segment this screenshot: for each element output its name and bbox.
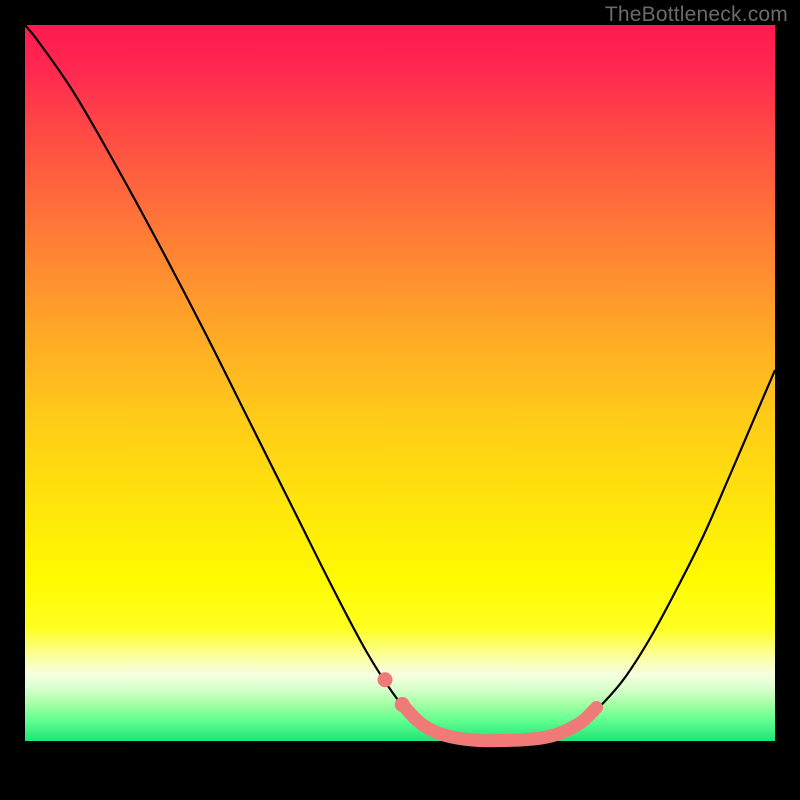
frame-bottom [0,775,800,800]
watermark-text: TheBottleneck.com [605,3,788,27]
frame-left [0,0,25,800]
highlight-dot [395,697,410,712]
highlight-dot [378,672,393,687]
optimal-range-highlight [404,706,597,741]
chart-stage: TheBottleneck.com [0,0,800,800]
frame-right [775,0,800,800]
bottleneck-curve [25,25,775,741]
plot-area [25,25,775,775]
curve-layer [25,25,775,775]
